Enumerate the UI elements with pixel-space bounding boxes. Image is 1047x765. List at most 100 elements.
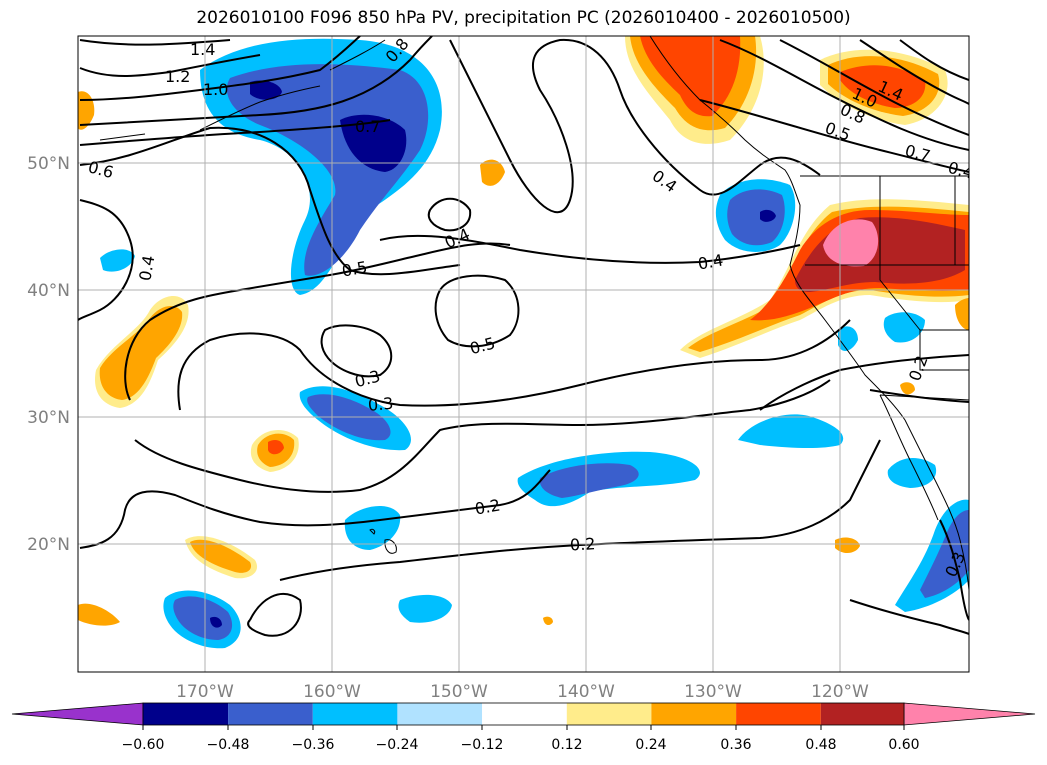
colorbar-label: −0.36 bbox=[292, 737, 335, 753]
fill-pos-edge-3 bbox=[955, 298, 969, 330]
contour-ne-4 bbox=[699, 99, 969, 173]
fill-neg-baja bbox=[887, 458, 937, 488]
contour-label: 0.3 bbox=[353, 366, 383, 391]
island-maui bbox=[369, 528, 376, 535]
map-frame bbox=[77, 35, 970, 673]
longitude-labels: 170°W 160°W 150°W 140°W 130°W 120°W bbox=[176, 682, 869, 702]
border-state-2 bbox=[805, 264, 969, 371]
colorbar-seg bbox=[566, 703, 652, 725]
colorbar-seg bbox=[312, 703, 398, 725]
fill-pos-4948 bbox=[480, 159, 505, 186]
lon-label: 160°W bbox=[303, 682, 361, 702]
colorbar-frame bbox=[142, 702, 905, 726]
colorbar-label: 0.48 bbox=[805, 737, 836, 753]
island-aleutian-3 bbox=[329, 39, 386, 71]
contour-0-2-long bbox=[247, 439, 881, 637]
map-title: 2026010100 F096 850 hPa PV, precipitatio… bbox=[196, 8, 851, 28]
colorbar-label: 0.12 bbox=[551, 737, 582, 753]
contour-label: 0.7 bbox=[903, 141, 933, 166]
lon-label: 130°W bbox=[684, 682, 742, 702]
contour-1-2 bbox=[79, 54, 261, 77]
contour-0-4-cent2 bbox=[379, 234, 801, 264]
contour-label: 0.2 bbox=[473, 495, 501, 518]
lon-label: 120°W bbox=[811, 682, 869, 702]
lon-label: 170°W bbox=[176, 682, 234, 702]
graticule bbox=[78, 36, 969, 672]
contour-label: 0.6 bbox=[86, 157, 116, 182]
contour-label: 0.4 bbox=[946, 158, 976, 183]
contour-label: 0.4 bbox=[696, 250, 724, 273]
contour-0-4-cent bbox=[427, 197, 472, 232]
contour-1-0 bbox=[79, 36, 361, 101]
colorbar-seg bbox=[397, 703, 483, 725]
fill-neg-hawaii bbox=[344, 505, 401, 550]
island-aleutian-2 bbox=[99, 133, 146, 141]
contour-label: 1.4 bbox=[190, 40, 215, 59]
colorbar-label: −0.24 bbox=[376, 737, 419, 753]
fill-neg-tiny-1 bbox=[883, 312, 925, 343]
precip-fills bbox=[78, 36, 969, 649]
latitude-labels: 50°N 40°N 30°N 20°N bbox=[27, 154, 70, 555]
contour-se-1 bbox=[759, 354, 969, 411]
colorbar: −0.60 −0.48 −0.36 −0.24 −0.12 0.12 0.24 … bbox=[11, 702, 1036, 753]
contour-label: 1.0 bbox=[203, 80, 228, 99]
contour-0-4-west bbox=[78, 199, 134, 321]
contour-0-5-long bbox=[177, 319, 851, 411]
contour-ne-2 bbox=[779, 39, 969, 136]
contour-0-3-long bbox=[134, 379, 831, 493]
colorbar-ticks bbox=[142, 725, 905, 730]
contour-0-8 bbox=[79, 36, 433, 126]
colorbar-extend-right bbox=[903, 702, 1036, 726]
contour-0-4-main bbox=[449, 38, 821, 214]
island-hawaii bbox=[384, 539, 397, 554]
colorbar-label: −0.48 bbox=[207, 737, 250, 753]
fill-pos-3433-o bbox=[99, 306, 183, 400]
fill-neg-1516 bbox=[398, 594, 452, 623]
fill-neg-1716-mid bbox=[173, 596, 233, 640]
colorbar-seg bbox=[482, 703, 567, 725]
fill-neg-aleutian-core2 bbox=[250, 80, 282, 100]
coastline-baja bbox=[879, 394, 939, 521]
contour-0-2-east bbox=[849, 599, 969, 635]
contour-ne-3 bbox=[859, 39, 969, 105]
fill-neg-pnw-core bbox=[760, 209, 776, 222]
fill-neg-aleutian-core bbox=[340, 114, 407, 172]
fill-neg-tiny-3 bbox=[100, 249, 135, 272]
fill-pos-baja-tiny bbox=[900, 382, 915, 395]
fill-pos-edge-2 bbox=[78, 603, 120, 626]
lat-label: 40°N bbox=[27, 281, 70, 301]
lon-label: 150°W bbox=[430, 682, 488, 702]
colorbar-seg bbox=[736, 703, 821, 725]
fill-pos-california-pink bbox=[823, 219, 879, 267]
coastlines bbox=[99, 36, 969, 591]
contour-1-4 bbox=[79, 39, 231, 46]
colorbar-label: 0.60 bbox=[888, 737, 919, 753]
colorbar-label: −0.60 bbox=[122, 737, 165, 753]
border-us-mex bbox=[879, 394, 969, 401]
fill-pos-hi-n-r bbox=[268, 440, 284, 455]
colorbar-seg bbox=[143, 703, 229, 725]
colorbar-seg bbox=[820, 703, 904, 725]
contour-label: 1.2 bbox=[165, 67, 190, 86]
contour-0-3 bbox=[320, 324, 393, 378]
contour-label: 0.5 bbox=[340, 257, 368, 280]
contour-0-6 bbox=[79, 126, 461, 276]
colorbar-label: 0.24 bbox=[635, 737, 666, 753]
fill-neg-tiny-2 bbox=[838, 326, 858, 352]
lon-label: 140°W bbox=[557, 682, 615, 702]
lat-label: 50°N bbox=[27, 154, 70, 174]
lat-label: 30°N bbox=[27, 408, 70, 428]
colorbar-seg bbox=[228, 703, 313, 725]
contour-0-7 bbox=[79, 119, 391, 146]
fill-pos-tiny bbox=[543, 616, 553, 626]
colorbar-labels: −0.60 −0.48 −0.36 −0.24 −0.12 0.12 0.24 … bbox=[122, 737, 920, 753]
contour-ne-5 bbox=[899, 39, 969, 81]
colorbar-label: 0.36 bbox=[720, 737, 751, 753]
contour-0-5 bbox=[124, 242, 511, 401]
island-aleutian-1 bbox=[199, 85, 321, 131]
fill-neg-pnw-mid bbox=[727, 189, 785, 246]
fill-pos-rockies-r bbox=[840, 65, 926, 108]
lat-label: 20°N bbox=[27, 535, 70, 555]
contour-label: 0.2 bbox=[569, 534, 595, 554]
